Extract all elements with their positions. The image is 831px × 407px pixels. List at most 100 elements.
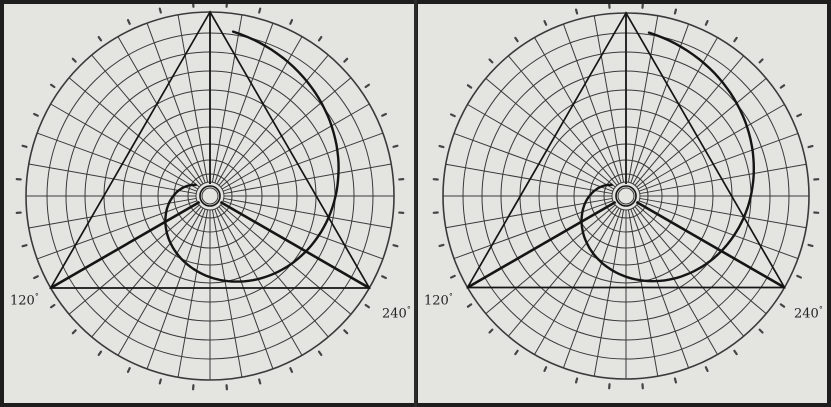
radial-line — [627, 209, 659, 377]
rim-tick-mark — [807, 144, 814, 149]
rim-tick-mark — [392, 244, 399, 248]
rim-tick-mark — [733, 36, 738, 43]
rim-tick-mark — [33, 112, 39, 117]
center-circle — [615, 185, 637, 207]
rim-tick-mark — [514, 349, 519, 356]
radial-line — [634, 55, 745, 186]
rim-tick-mark — [343, 329, 349, 335]
radial-line — [562, 23, 622, 184]
radial-line — [634, 206, 745, 337]
rim-tick-mark — [392, 144, 399, 148]
spoke-240-deg — [635, 200, 786, 289]
rim-tick-mark — [21, 244, 28, 248]
rim-tick-mark — [126, 19, 131, 25]
rim-tick-mark — [488, 328, 494, 334]
rim-tick-mark — [449, 274, 456, 279]
radial-line — [50, 103, 199, 190]
angle-label-240-right: 240° — [794, 305, 823, 322]
rim-tick-mark — [33, 275, 39, 280]
rim-tick-mark — [21, 144, 28, 148]
triangle-outline — [49, 10, 371, 289]
radial-line — [534, 207, 620, 355]
radial-line — [146, 208, 206, 370]
rim-tick-mark — [514, 36, 519, 43]
radial-lines-right — [443, 13, 809, 379]
radial-line — [627, 15, 659, 183]
radial-line — [177, 209, 209, 378]
rim-tick-mark — [381, 275, 387, 280]
radial-line — [636, 204, 767, 315]
triangle-outline — [466, 11, 786, 289]
rim-tick-mark — [449, 113, 456, 118]
rim-tick-mark — [796, 113, 803, 118]
radial-line — [453, 132, 614, 192]
radial-line — [453, 200, 614, 260]
radial-line — [221, 103, 370, 190]
rim-tick-mark — [758, 58, 764, 64]
radial-line — [636, 77, 767, 188]
radial-line — [68, 204, 200, 315]
radial-line — [223, 197, 392, 229]
radial-line — [507, 55, 618, 186]
spoke-120-deg — [466, 200, 617, 289]
rim-tick-mark — [673, 377, 678, 384]
radial-line — [36, 132, 198, 192]
angle-label-120-left: 120° — [10, 292, 39, 309]
rim-tick-mark — [779, 303, 786, 308]
radial-line — [214, 22, 274, 184]
radial-line — [630, 23, 690, 184]
radial-line — [214, 208, 274, 370]
radial-line — [220, 204, 352, 315]
rim-tick-mark — [574, 377, 579, 384]
radial-line — [638, 132, 799, 192]
polar-diagram-panel-right: 120° 240° — [418, 4, 827, 403]
rim-tick-mark — [574, 8, 579, 15]
radial-line — [534, 37, 620, 185]
triangle-figure-left — [49, 10, 371, 290]
rim-tick-mark — [364, 83, 371, 89]
rim-tick-mark — [488, 58, 494, 64]
rim-tick-marks-left — [15, 4, 405, 391]
radial-line — [28, 197, 197, 229]
radial-line — [467, 104, 615, 190]
radial-line — [117, 36, 204, 185]
rim-tick-mark — [807, 243, 814, 248]
rim-tick-mark — [158, 7, 162, 14]
rim-tick-mark — [796, 274, 803, 279]
rim-tick-mark — [317, 350, 323, 357]
radial-line — [593, 209, 625, 377]
rim-tick-mark — [289, 19, 294, 25]
rim-tick-mark — [49, 303, 56, 309]
rim-tick-mark — [158, 378, 162, 385]
rim-tick-mark — [704, 366, 709, 373]
radial-line — [216, 207, 303, 356]
radial-line — [485, 204, 616, 315]
rim-tick-mark — [343, 57, 349, 63]
radial-line — [177, 14, 209, 183]
grid-circle — [617, 187, 635, 205]
rim-tick-mark — [543, 19, 548, 26]
rim-tick-mark — [97, 350, 103, 357]
rim-tick-mark — [317, 35, 323, 42]
spiral-curve — [164, 30, 340, 283]
rim-tick-mark — [289, 367, 294, 373]
radial-line — [218, 206, 329, 338]
rim-tick-mark — [673, 8, 678, 15]
radial-line — [91, 206, 202, 338]
angle-label-120-right: 120° — [424, 292, 453, 309]
rim-tick-mark — [466, 303, 473, 308]
radial-line — [593, 15, 625, 183]
radial-line — [211, 209, 243, 378]
spiral-curve-left — [164, 30, 340, 283]
spiral-curve-right — [580, 31, 756, 283]
rim-tick-mark — [71, 57, 77, 63]
rim-tick-mark — [758, 328, 764, 334]
rim-tick-mark — [364, 303, 371, 309]
radial-line — [445, 197, 613, 229]
rim-tick-mark — [258, 7, 262, 14]
radial-line — [218, 54, 329, 186]
spoke-240-deg — [219, 200, 370, 290]
rim-tick-mark — [97, 35, 103, 42]
rim-tick-mark — [543, 366, 548, 373]
